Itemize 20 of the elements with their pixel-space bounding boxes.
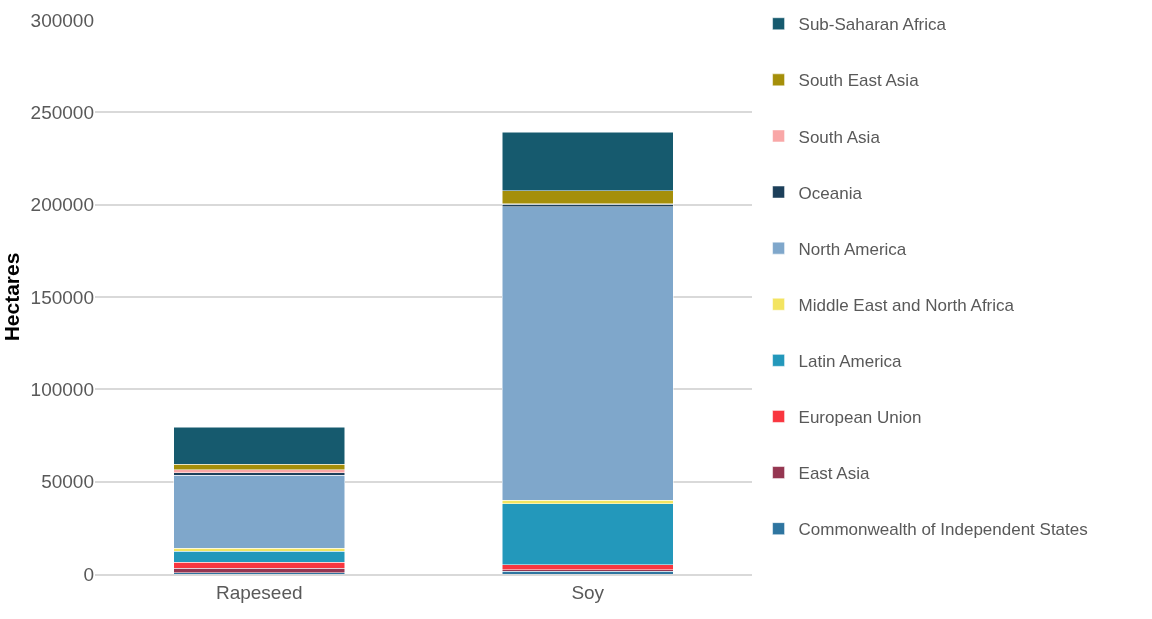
legend-label: South Asia [798,127,881,147]
legend-label: Sub-Saharan Africa [798,15,947,35]
y-tick-label: 100000 [30,378,94,400]
legend-label: Commonwealth of Independent States [798,520,1088,540]
legend-label: South East Asia [798,71,920,91]
legend-label: Middle East and North Africa [798,295,1015,315]
y-axis-title: Hectares [0,252,23,342]
y-tick-label: 50000 [41,471,94,493]
y-tick-label: 300000 [30,9,94,31]
legend-label: Latin America [798,351,903,371]
y-tick-label: 0 [83,563,94,585]
x-tick-label: Soy [571,581,605,603]
legend-label: North America [798,239,907,259]
legend-label: East Asia [798,464,870,484]
legend-label: Oceania [798,183,863,203]
y-tick-label: 250000 [30,101,94,123]
x-tick-label: Rapeseed [215,581,303,603]
y-tick-label: 200000 [30,194,94,216]
legend-label: European Union [798,408,922,428]
y-tick-label: 150000 [30,286,94,308]
